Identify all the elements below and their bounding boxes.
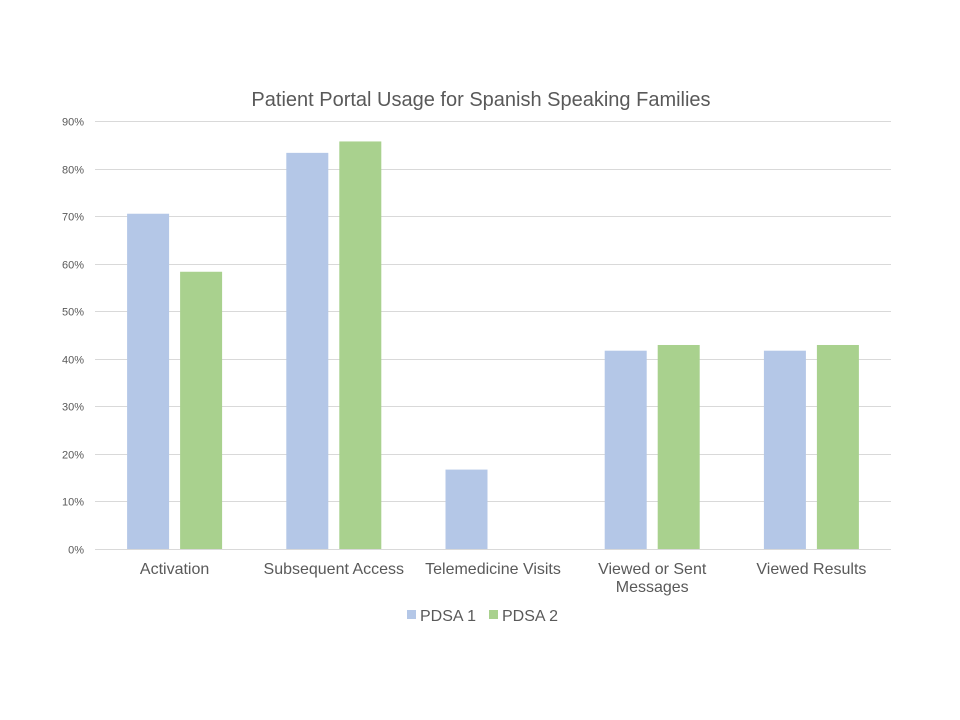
bar-pdsa-1-2: [445, 469, 488, 549]
bars: [127, 141, 859, 549]
y-tick-label: 50%: [62, 307, 84, 319]
legend: PDSA 1 PDSA 2: [407, 608, 558, 625]
y-tick-label: 10%: [62, 497, 84, 509]
y-tick-label: 90%: [62, 117, 84, 129]
y-tick-label: 70%: [62, 212, 84, 224]
y-tick-label: 0%: [68, 545, 84, 557]
bar-pdsa-1-1: [286, 152, 329, 549]
bar-pdsa-2-3: [657, 344, 700, 549]
x-category-label: Viewed Results: [756, 561, 866, 578]
x-category-label: Activation: [140, 561, 209, 578]
y-tick-label: 80%: [62, 165, 84, 177]
chart-title: Patient Portal Usage for Spanish Speakin…: [251, 89, 710, 111]
legend-label-pdsa-2: PDSA 2: [502, 608, 558, 625]
legend-swatch-pdsa-2: [489, 610, 498, 619]
legend-label-pdsa-1: PDSA 1: [420, 608, 476, 625]
bar-pdsa-2-1: [339, 141, 382, 549]
bar-pdsa-2-4: [816, 344, 859, 549]
gridlines: [95, 121, 891, 550]
y-tick-label: 40%: [62, 355, 84, 367]
x-category-label: Telemedicine Visits: [425, 561, 561, 578]
bar-pdsa-2-0: [180, 271, 223, 549]
y-tick-label: 20%: [62, 450, 84, 462]
bar-pdsa-1-4: [763, 350, 806, 549]
y-tick-label: 60%: [62, 260, 84, 272]
y-tick-label: 30%: [62, 402, 84, 414]
x-axis-categories: Activation Subsequent Access Telemedicine …: [140, 561, 866, 596]
bar-pdsa-1-0: [127, 213, 170, 549]
bar-pdsa-1-3: [604, 350, 647, 549]
legend-swatch-pdsa-1: [407, 610, 416, 619]
x-category-label: Viewed or Sent Messages: [598, 561, 707, 596]
x-category-label: Subsequent Access: [264, 561, 405, 578]
y-axis-ticks: 0% 10% 20% 30% 40% 50% 60% 70% 80% 90%: [62, 117, 84, 557]
